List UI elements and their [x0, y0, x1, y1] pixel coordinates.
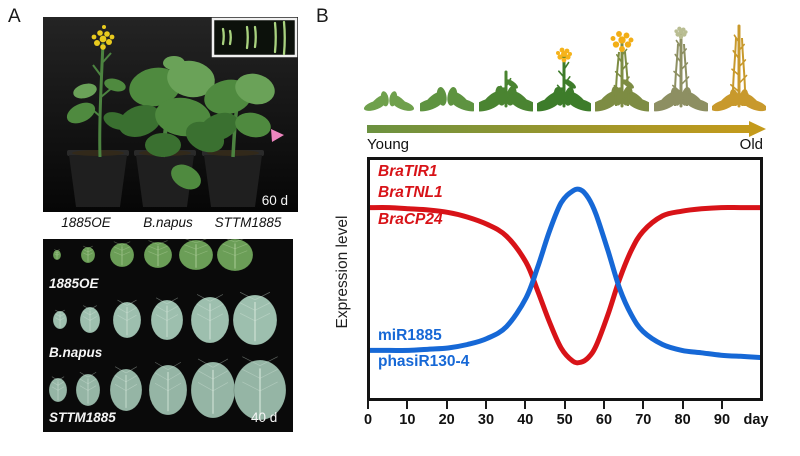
bloom-cluster	[674, 26, 688, 39]
plant-stage-2	[420, 87, 475, 112]
gene-label-bratnl1: BraTNL1	[378, 184, 443, 201]
x-tick-label: 0	[363, 412, 373, 428]
leaf	[52, 309, 68, 330]
x-tick	[484, 400, 487, 409]
gene-label-bracp24: BraCP24	[378, 211, 443, 228]
flower-cluster	[91, 25, 115, 50]
leaf	[75, 371, 101, 407]
leaf-row-label-sttm1885: STTM1885	[49, 410, 116, 425]
x-tick	[445, 400, 448, 409]
leaf	[52, 249, 62, 261]
plant-bnapus	[118, 56, 225, 190]
leaf	[216, 236, 254, 272]
srna-label-phasir130-4: phasiR130-4	[378, 353, 470, 370]
bloom-cluster	[610, 31, 634, 52]
plants-photo-drawing	[43, 17, 298, 212]
leaf	[80, 245, 96, 264]
panel-a-label: A	[8, 6, 21, 27]
timeline-arrow	[367, 125, 749, 133]
x-tick	[367, 400, 369, 409]
x-tick-label: 20	[438, 412, 455, 428]
x-tick-label: 60	[595, 412, 613, 428]
x-tick	[681, 400, 684, 409]
x-axis-unit-label: day	[743, 412, 769, 428]
caption-sttm1885: STTM1885	[214, 215, 282, 230]
leaf	[148, 361, 188, 416]
silique-inset	[211, 17, 298, 58]
pink-tag	[271, 129, 284, 142]
leaf	[233, 356, 287, 421]
x-tick	[642, 400, 645, 409]
photo-plants-60d: 60 d	[43, 17, 298, 212]
plant-stage-4	[536, 47, 591, 112]
leaf	[48, 376, 68, 403]
gene-label-bratir1: BraTIR1	[378, 163, 438, 180]
x-axis: 0 10 20 30 40 50 60 70 80 90 day	[364, 400, 786, 436]
x-tick-label: 70	[635, 412, 652, 428]
leaf	[190, 294, 230, 344]
young-label: Young	[367, 136, 409, 153]
x-tick-label: 10	[399, 412, 416, 428]
x-tick	[524, 400, 527, 409]
x-tick-label: 90	[713, 412, 731, 428]
plant-stage-5	[595, 31, 650, 112]
old-label: Old	[739, 136, 763, 153]
leaf-row-label-bnapus: B.napus	[49, 345, 103, 360]
plant-stage-3	[478, 70, 533, 112]
x-tick	[563, 400, 566, 409]
photo-bottom-time-label: 40 d	[251, 410, 278, 425]
x-tick-label: 50	[556, 412, 573, 428]
plant-sttm1885	[199, 73, 284, 158]
x-tick-label: 40	[517, 412, 534, 428]
caption-bnapus: B.napus	[143, 215, 193, 230]
growth-stages	[362, 20, 766, 118]
plant-stage-1	[363, 91, 415, 111]
leaf	[150, 297, 184, 341]
srna-label-mir1885: miR1885	[378, 327, 442, 344]
photo-leaves-40d: 1885OE B.napus STTM1885 40 d	[43, 236, 293, 432]
timeline-arrowhead-icon	[749, 120, 766, 137]
photo-top-captions: 1885OE B.napus STTM1885	[43, 215, 298, 231]
leaf	[109, 366, 143, 412]
curve	[367, 205, 763, 366]
x-tick-label: 80	[674, 412, 691, 428]
caption-1885oe: 1885OE	[61, 215, 111, 230]
leaf	[143, 240, 173, 269]
plant-1885oe	[66, 25, 131, 158]
plant-stage-7	[711, 24, 766, 112]
leaf	[79, 305, 101, 334]
leaf	[178, 238, 214, 271]
leaf	[232, 291, 278, 346]
plant-stage-6	[653, 26, 708, 112]
timeline-labels: Young Old	[367, 136, 763, 153]
x-tick-label: 30	[477, 412, 495, 428]
leaf	[112, 299, 142, 339]
pots	[67, 150, 264, 207]
x-tick	[720, 400, 723, 409]
x-tick	[602, 400, 605, 409]
bloom-cluster	[555, 47, 572, 63]
photo-top-time-label: 60 d	[261, 193, 288, 208]
leaf	[109, 241, 135, 268]
leaves-photo-drawing	[43, 236, 293, 432]
leaf-row-label-1885oe: 1885OE	[49, 276, 99, 291]
x-tick	[406, 400, 409, 409]
y-axis-label: Expression level	[334, 215, 351, 329]
expression-curves	[367, 186, 763, 366]
curve	[367, 186, 763, 360]
leaf	[190, 358, 236, 419]
expression-chart	[367, 157, 763, 401]
panel-b-label: B	[316, 6, 329, 27]
